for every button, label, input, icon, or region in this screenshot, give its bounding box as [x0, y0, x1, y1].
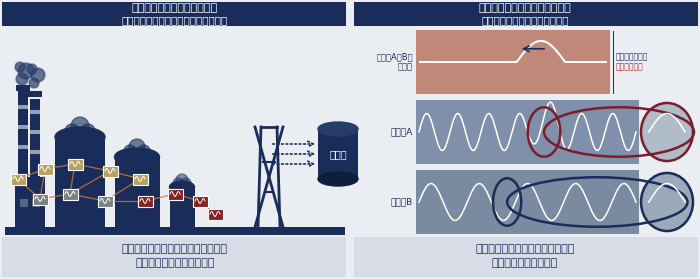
FancyBboxPatch shape [18, 89, 28, 179]
FancyBboxPatch shape [354, 237, 698, 277]
FancyBboxPatch shape [167, 189, 183, 199]
FancyBboxPatch shape [207, 208, 223, 220]
FancyBboxPatch shape [32, 199, 40, 207]
FancyBboxPatch shape [318, 129, 358, 179]
Text: ＜インバリアント（不変性）モデル＞: ＜インバリアント（不変性）モデル＞ [122, 15, 228, 25]
Ellipse shape [641, 103, 693, 161]
FancyBboxPatch shape [30, 150, 40, 154]
Circle shape [15, 62, 25, 72]
FancyBboxPatch shape [30, 130, 40, 134]
Circle shape [19, 64, 33, 78]
Text: データ: データ [329, 149, 346, 159]
Text: センサB: センサB [391, 198, 413, 206]
Text: 専門家でも気付きにくい関係性を、: 専門家でも気付きにくい関係性を、 [122, 244, 228, 254]
FancyBboxPatch shape [30, 99, 40, 179]
FancyBboxPatch shape [170, 187, 195, 227]
Text: すべての関係性を網羅的に見て、: すべての関係性を網羅的に見て、 [475, 244, 575, 254]
FancyBboxPatch shape [97, 196, 113, 206]
Text: 異常度: 異常度 [398, 62, 413, 71]
Ellipse shape [641, 173, 693, 231]
FancyBboxPatch shape [416, 30, 610, 94]
Text: 機械的・自動的に見える化: 機械的・自動的に見える化 [135, 258, 215, 268]
FancyBboxPatch shape [5, 95, 345, 235]
FancyBboxPatch shape [15, 177, 45, 227]
Text: 「いつもの状態」を見える化: 「いつもの状態」を見える化 [132, 3, 218, 13]
Text: センサA: センサA [391, 128, 413, 136]
Ellipse shape [318, 122, 358, 136]
Circle shape [81, 124, 95, 138]
Circle shape [176, 174, 188, 186]
Circle shape [17, 74, 27, 84]
Circle shape [28, 65, 36, 73]
FancyBboxPatch shape [30, 110, 40, 114]
FancyBboxPatch shape [18, 145, 28, 149]
Text: センサA・Bの: センサA・Bの [377, 52, 413, 61]
Circle shape [16, 63, 24, 71]
FancyBboxPatch shape [132, 174, 148, 184]
Text: 異常度の高まり: 異常度の高まり [616, 52, 648, 61]
FancyBboxPatch shape [137, 196, 153, 206]
Circle shape [138, 145, 150, 157]
FancyBboxPatch shape [38, 163, 52, 174]
Circle shape [31, 68, 45, 82]
FancyBboxPatch shape [102, 165, 118, 177]
FancyBboxPatch shape [32, 194, 48, 205]
Text: ＜リアルタイム異常予兆検知＞: ＜リアルタイム異常予兆検知＞ [482, 15, 568, 25]
Circle shape [29, 78, 39, 88]
FancyBboxPatch shape [5, 227, 345, 235]
FancyBboxPatch shape [416, 100, 639, 164]
Text: 「いつもと違う」関係性を検知: 「いつもと違う」関係性を検知 [479, 3, 571, 13]
FancyBboxPatch shape [416, 170, 639, 234]
Text: 異常予兆検知: 異常予兆検知 [616, 62, 644, 71]
FancyBboxPatch shape [20, 199, 28, 207]
Circle shape [181, 178, 191, 188]
Ellipse shape [318, 172, 358, 186]
Circle shape [27, 64, 37, 74]
FancyBboxPatch shape [62, 189, 78, 199]
FancyBboxPatch shape [55, 137, 105, 227]
FancyBboxPatch shape [16, 85, 30, 91]
Ellipse shape [169, 181, 195, 193]
Ellipse shape [115, 148, 160, 166]
FancyBboxPatch shape [115, 157, 160, 227]
FancyBboxPatch shape [18, 125, 28, 129]
Circle shape [16, 73, 28, 85]
FancyBboxPatch shape [28, 91, 42, 97]
Circle shape [124, 145, 136, 157]
Circle shape [18, 63, 34, 79]
FancyBboxPatch shape [354, 2, 698, 26]
FancyBboxPatch shape [67, 158, 83, 170]
FancyBboxPatch shape [18, 105, 28, 109]
Circle shape [173, 178, 183, 188]
Circle shape [32, 69, 44, 81]
FancyBboxPatch shape [10, 174, 25, 184]
FancyBboxPatch shape [2, 2, 346, 26]
Text: 早期に異常予兆を検知: 早期に異常予兆を検知 [492, 258, 558, 268]
Circle shape [30, 79, 38, 87]
FancyBboxPatch shape [2, 237, 346, 277]
FancyBboxPatch shape [193, 196, 207, 206]
Ellipse shape [55, 127, 105, 147]
Circle shape [71, 117, 89, 135]
Circle shape [65, 124, 79, 138]
Circle shape [129, 139, 145, 155]
